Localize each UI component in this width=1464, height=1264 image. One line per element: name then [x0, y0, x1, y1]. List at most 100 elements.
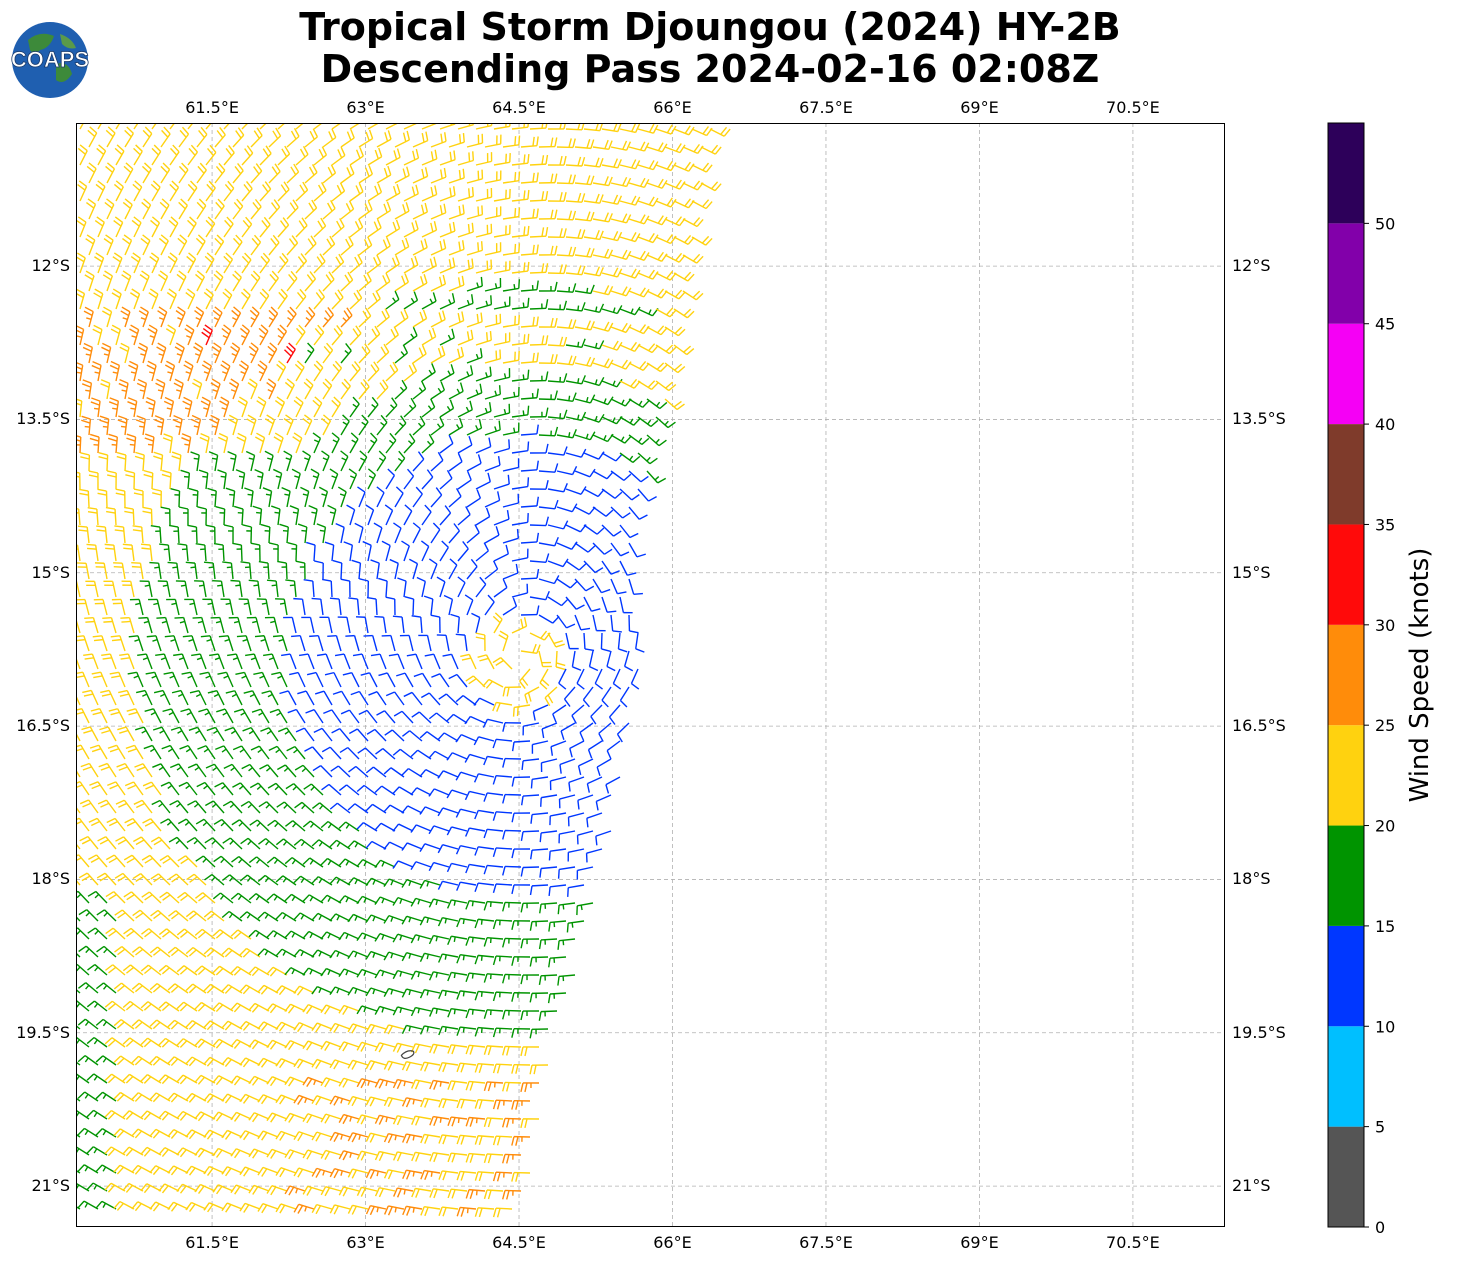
lon-label-bottom: 70.5°E — [1106, 1233, 1160, 1252]
wind-barb — [295, 324, 306, 346]
colorbar: 0 5 10 15 20 25 30 35 40 45 50 — [1327, 122, 1395, 1237]
wind-barb — [140, 234, 151, 256]
wind-barb — [220, 360, 231, 382]
wind-barb — [439, 328, 455, 346]
wind-barb — [105, 126, 116, 148]
lat-label-right: 19.5°S — [1232, 1022, 1286, 1042]
wind-barb — [151, 144, 162, 166]
wind-barb — [619, 232, 641, 243]
wind-barb — [184, 324, 195, 346]
wind-barb — [322, 378, 333, 400]
wind-barb — [303, 378, 314, 400]
wind-barb — [259, 252, 271, 274]
wind-barb — [493, 439, 511, 454]
wind-barb — [547, 155, 567, 166]
wind-barb — [502, 135, 521, 148]
wind-barb — [178, 198, 188, 220]
wind-barb — [161, 469, 172, 490]
wind-barb — [637, 416, 659, 428]
wind-barb — [214, 234, 225, 256]
wind-barb — [655, 124, 677, 135]
wind-barb — [93, 288, 104, 310]
wind-barb — [376, 130, 392, 148]
wind-barb — [237, 396, 248, 418]
lat-label-left: 15°S — [31, 562, 70, 582]
wind-barb — [439, 293, 456, 310]
wind-barb — [628, 287, 650, 298]
wind-barb — [120, 306, 131, 328]
wind-barb — [421, 398, 436, 418]
wind-barb — [628, 434, 650, 446]
wind-barb — [520, 352, 539, 364]
wind-barb — [466, 169, 484, 184]
wind-barb — [100, 379, 111, 400]
wind-barb — [340, 414, 350, 436]
wind-barb — [367, 432, 378, 454]
wind-barb — [173, 378, 184, 400]
wind-barb — [376, 343, 390, 364]
wind-barb — [86, 162, 97, 184]
wind-barb — [367, 361, 380, 382]
wind-barb — [457, 329, 474, 346]
wind-barb — [304, 235, 317, 256]
wind-barb — [159, 198, 170, 220]
wind-barb — [142, 126, 153, 148]
wind-barb — [583, 340, 605, 350]
wind-barb — [349, 218, 364, 238]
wind-barb — [673, 271, 695, 282]
wind-barb — [268, 306, 279, 328]
wind-barb — [565, 375, 586, 385]
wind-barb — [466, 383, 483, 400]
wind-barb — [673, 308, 695, 319]
wind-barb — [284, 342, 296, 364]
wind-barb — [187, 216, 197, 238]
wind-barb — [637, 123, 659, 134]
wind-barb — [246, 414, 257, 436]
wind-barb — [430, 416, 445, 436]
colorbar-tick-label: 25 — [1375, 716, 1395, 735]
wind-barb — [637, 452, 658, 465]
wind-barb — [637, 343, 659, 354]
wind-barb — [196, 126, 208, 148]
wind-barb — [556, 355, 577, 366]
wind-barb — [655, 344, 677, 355]
wind-barb — [439, 150, 456, 166]
lon-label-bottom: 63°E — [346, 1233, 385, 1252]
wind-barb — [166, 288, 177, 310]
wind-barb — [457, 365, 474, 382]
wind-barb — [646, 215, 668, 226]
lon-label-bottom: 64.5°E — [492, 1233, 546, 1252]
wind-barb — [574, 394, 596, 404]
wind-barb — [331, 182, 346, 202]
wind-barb — [211, 342, 222, 364]
wind-barb — [230, 342, 241, 364]
wind-barb — [547, 228, 567, 239]
wind-barb — [538, 281, 558, 292]
wind-barb — [619, 195, 641, 206]
wind-barb — [273, 432, 284, 454]
wind-barb — [484, 456, 501, 472]
wind-barb — [565, 123, 585, 131]
wind-barb — [264, 414, 276, 436]
wind-barb — [484, 420, 501, 436]
wind-barb — [493, 260, 511, 274]
wind-barb — [358, 200, 373, 220]
wind-barb — [322, 307, 334, 328]
wind-barb — [556, 246, 577, 257]
wind-barb — [172, 414, 183, 436]
wind-barb — [601, 267, 623, 278]
wind-barb — [304, 164, 318, 184]
wind-barb — [538, 426, 559, 437]
wind-barb — [682, 217, 704, 228]
wind-barb — [358, 378, 370, 400]
wind-barb — [277, 252, 289, 274]
wind-barb — [385, 255, 400, 274]
wind-barb — [655, 160, 677, 172]
wind-barb — [646, 398, 668, 410]
colorbar-tick-label: 15 — [1375, 917, 1395, 936]
wind-barb — [565, 265, 586, 276]
wind-barb — [565, 302, 586, 312]
wind-barb — [394, 450, 406, 472]
wind-barb — [322, 164, 337, 184]
wind-barb — [493, 368, 511, 382]
